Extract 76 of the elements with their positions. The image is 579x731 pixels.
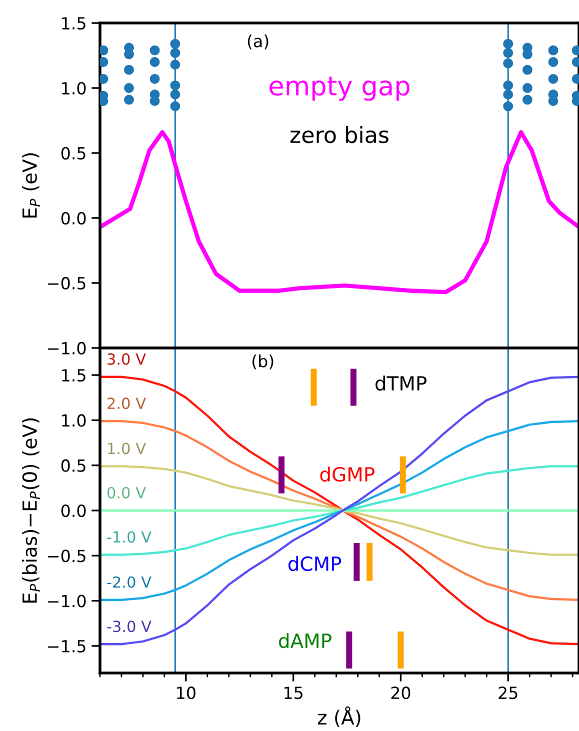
text: empty gap — [270, 76, 410, 101]
point — [503, 48, 514, 58]
series-label: -3.0 V — [107, 620, 152, 632]
bar — [278, 456, 285, 494]
x-tick-label: 10 — [177, 686, 196, 700]
bar — [346, 631, 352, 669]
point — [150, 74, 160, 84]
y-tick-label: 0.5 — [61, 459, 86, 472]
y-tick-label: 0.0 — [61, 212, 86, 225]
bar — [366, 543, 373, 581]
point — [503, 90, 514, 100]
series-label: 1.0 V — [108, 442, 146, 454]
annotation: dCMP — [288, 556, 342, 572]
series-label: 3.0 V — [108, 353, 146, 365]
x-tick-label: 20 — [391, 686, 410, 700]
point — [548, 74, 558, 84]
point — [100, 57, 108, 67]
point — [170, 60, 180, 70]
point — [150, 96, 160, 106]
annotation: dAMP — [279, 633, 332, 648]
point — [503, 58, 514, 68]
series-label: -2.0 V — [107, 576, 152, 588]
point — [100, 45, 108, 56]
series-label: 0.0 V — [107, 486, 146, 499]
y-tick-label: −0.5 — [48, 550, 86, 562]
annotation: dGMP — [320, 466, 374, 482]
point — [100, 74, 108, 84]
annotation: zero bias — [290, 126, 388, 144]
point — [170, 101, 180, 112]
x-axis-title: z (Å) — [318, 706, 360, 728]
point — [124, 83, 134, 93]
series-label: 2.0 V — [108, 398, 146, 410]
point — [522, 94, 532, 105]
y-axis-title: E$_{P}$(bias)−E$_{P}$(0) (eV) — [22, 418, 40, 603]
annotation: (a) — [248, 34, 268, 50]
point — [503, 38, 514, 49]
y-tick-label: 0.0 — [61, 504, 86, 518]
point — [503, 80, 514, 90]
y-tick-label: 1.5 — [62, 369, 86, 382]
y-tick-label: 1.0 — [62, 82, 86, 95]
point — [150, 57, 160, 67]
line-series — [100, 420, 579, 601]
point — [124, 94, 134, 105]
point — [522, 64, 532, 75]
point — [522, 83, 532, 93]
point — [548, 57, 558, 67]
bar — [310, 368, 317, 406]
point — [548, 45, 558, 56]
bar — [400, 456, 406, 494]
y-tick-label: 1.0 — [62, 414, 86, 427]
y-axis-title: E$_{P}$ (eV) — [22, 153, 40, 218]
point — [170, 38, 180, 49]
point — [548, 96, 558, 106]
y-tick-label: −1.0 — [48, 594, 86, 608]
point — [170, 90, 180, 100]
x-tick-label: 25 — [498, 686, 518, 700]
annotation: dTMP — [376, 376, 427, 391]
bar — [398, 631, 404, 669]
point — [170, 80, 180, 90]
point — [124, 49, 134, 60]
point — [522, 49, 532, 60]
point — [170, 48, 180, 58]
bar — [350, 368, 356, 406]
point — [124, 64, 134, 75]
point — [150, 45, 160, 56]
y-tick-label: 0.5 — [61, 146, 86, 160]
line-series — [100, 465, 579, 556]
y-tick-label: −1.5 — [48, 640, 86, 653]
y-tick-label: 1.5 — [62, 17, 86, 30]
bar — [354, 543, 360, 581]
y-tick-label: −1.0 — [48, 342, 86, 355]
point — [503, 101, 514, 112]
series-label: -1.0 V — [107, 531, 152, 543]
x-tick-label: 15 — [284, 686, 302, 700]
y-tick-label: −0.5 — [48, 276, 86, 290]
annotation: (b) — [252, 354, 274, 370]
